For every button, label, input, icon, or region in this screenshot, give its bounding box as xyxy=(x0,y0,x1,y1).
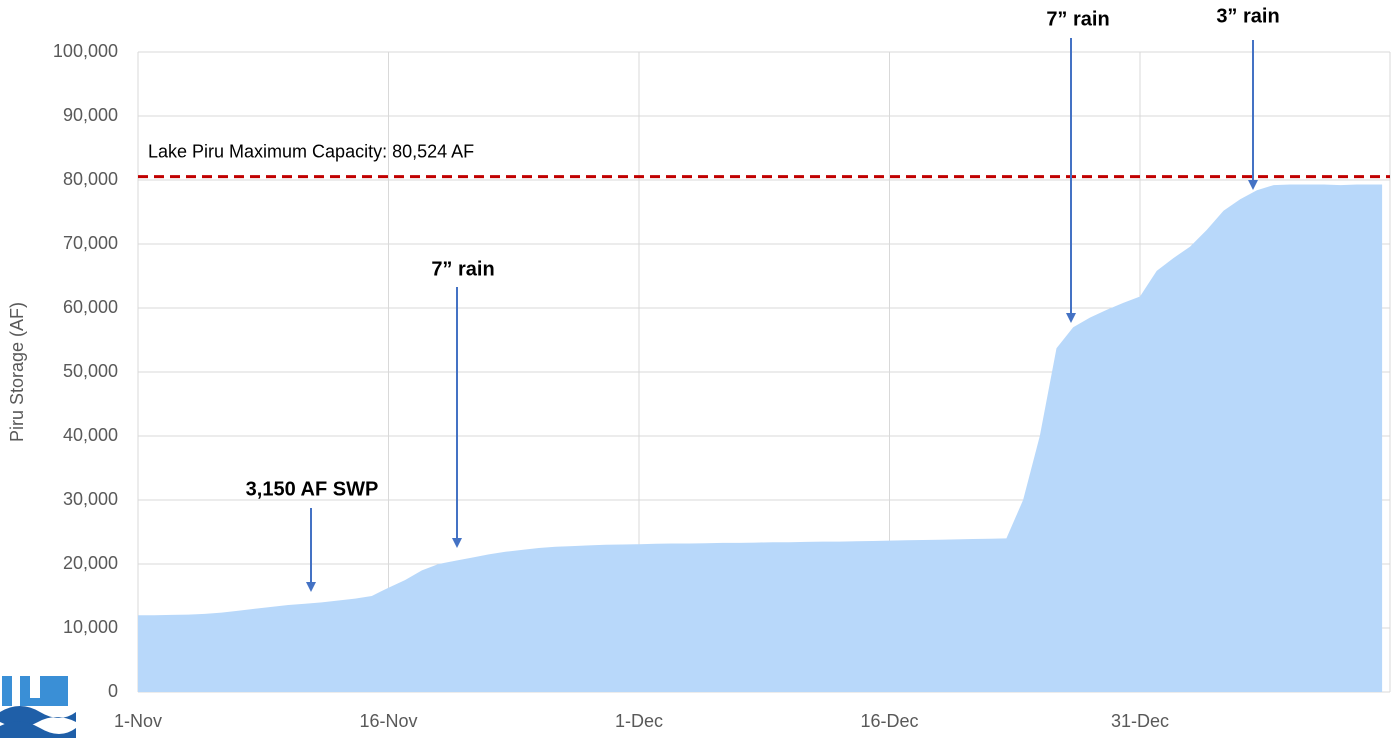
area xyxy=(138,184,1383,692)
y-tick-label: 70,000 xyxy=(63,233,118,253)
annotation-arrowhead xyxy=(452,538,462,548)
y-tick-label: 40,000 xyxy=(63,425,118,445)
x-tick-label: 1-Dec xyxy=(615,711,663,731)
annotation: 7” rain xyxy=(431,258,494,280)
annotation-arrowhead xyxy=(306,582,316,592)
x-tick-label: 1-Nov xyxy=(114,711,162,731)
x-tick-label: 16-Nov xyxy=(359,711,417,731)
y-tick-label: 60,000 xyxy=(63,297,118,317)
annotation: 7” rain xyxy=(1046,8,1109,30)
y-tick-label: 50,000 xyxy=(63,361,118,381)
y-tick-label: 80,000 xyxy=(63,169,118,189)
y-tick-label: 20,000 xyxy=(63,553,118,573)
annotation: 3” rain xyxy=(1216,5,1279,27)
y-tick-label: 30,000 xyxy=(63,489,118,509)
y-axis-label: Piru Storage (AF) xyxy=(7,302,27,442)
y-tick-label: 90,000 xyxy=(63,105,118,125)
x-tick-label: 16-Dec xyxy=(860,711,918,731)
y-tick-label: 0 xyxy=(108,681,118,701)
annotation-arrowhead xyxy=(1248,180,1258,190)
annotation: 3,150 AF SWP xyxy=(246,478,379,500)
logo xyxy=(0,676,76,738)
y-tick-label: 10,000 xyxy=(63,617,118,637)
annotation-arrowhead xyxy=(1066,313,1076,323)
y-tick-label: 100,000 xyxy=(53,41,118,61)
reference-label: Lake Piru Maximum Capacity: 80,524 AF xyxy=(148,141,474,161)
x-tick-label: 31-Dec xyxy=(1111,711,1169,731)
